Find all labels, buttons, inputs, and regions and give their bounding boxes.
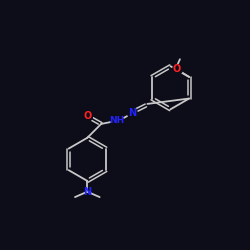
Text: O: O	[83, 111, 92, 121]
Text: N: N	[128, 108, 136, 118]
Text: O: O	[173, 64, 181, 74]
Text: NH: NH	[109, 116, 124, 125]
Text: N: N	[83, 187, 92, 197]
